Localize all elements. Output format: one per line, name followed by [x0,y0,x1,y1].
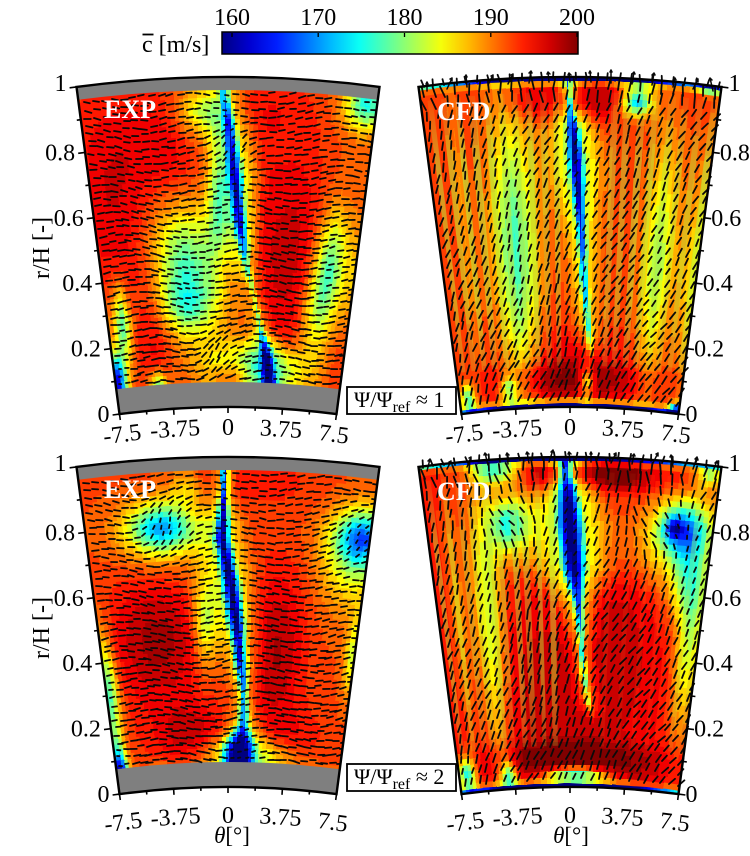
svg-text:CFD: CFD [437,97,490,126]
svg-text:0.6: 0.6 [54,586,84,612]
svg-text:CFD: CFD [437,477,490,506]
svg-text:r/H [-]: r/H [-] [29,217,55,279]
svg-text:160: 160 [214,5,250,31]
svg-text:0: 0 [222,415,234,441]
svg-text:180: 180 [387,5,423,31]
svg-text:-3.75: -3.75 [149,415,201,444]
svg-text:7.5: 7.5 [316,808,349,838]
svg-text:3.75: 3.75 [601,415,645,444]
svg-text:0.8: 0.8 [45,140,75,166]
svg-text:0.6: 0.6 [711,206,741,232]
svg-text:0: 0 [222,803,234,829]
svg-text:0: 0 [564,803,576,829]
svg-text:EXP: EXP [104,95,156,124]
svg-text:1: 1 [729,451,741,477]
svg-text:200: 200 [559,5,595,31]
svg-text:Ψ/Ψref ≈ 1: Ψ/Ψref ≈ 1 [354,387,444,416]
svg-text:190: 190 [473,5,509,31]
svg-text:EXP: EXP [104,475,156,504]
svg-text:0.2: 0.2 [71,337,101,363]
svg-text:θ[°]: θ[°] [553,823,589,848]
svg-text:1: 1 [55,71,67,97]
svg-text:0.4: 0.4 [703,271,733,297]
svg-text:0.4: 0.4 [62,271,92,297]
svg-text:-3.75: -3.75 [491,415,543,444]
svg-text:0.8: 0.8 [45,520,75,546]
svg-text:c [m/s]: c [m/s] [142,32,209,58]
svg-text:0: 0 [686,782,698,808]
svg-text:-7.5: -7.5 [445,808,486,839]
svg-text:0: 0 [686,402,698,428]
svg-text:7.5: 7.5 [317,420,350,450]
svg-text:-3.75: -3.75 [492,803,544,832]
svg-text:-7.5: -7.5 [103,808,144,839]
svg-text:3.75: 3.75 [259,803,303,832]
svg-text:0.2: 0.2 [694,337,724,363]
svg-text:3.75: 3.75 [601,803,645,832]
svg-text:0: 0 [98,782,110,808]
svg-text:0.8: 0.8 [720,140,750,166]
svg-text:0.6: 0.6 [711,586,741,612]
svg-text:1: 1 [55,451,67,477]
svg-text:-3.75: -3.75 [150,803,202,832]
svg-text:0: 0 [98,402,110,428]
svg-text:0: 0 [564,415,576,441]
svg-text:θ[°]: θ[°] [214,823,250,848]
svg-text:0.4: 0.4 [703,651,733,677]
svg-text:7.5: 7.5 [659,420,692,450]
svg-text:-7.5: -7.5 [102,420,143,451]
svg-text:0.2: 0.2 [71,717,101,743]
svg-text:0.8: 0.8 [720,520,750,546]
svg-text:3.75: 3.75 [259,415,303,444]
svg-text:r/H [-]: r/H [-] [29,597,55,659]
svg-text:0.6: 0.6 [54,206,84,232]
svg-text:0.4: 0.4 [62,651,92,677]
svg-text:-7.5: -7.5 [444,420,485,451]
svg-text:170: 170 [300,5,336,31]
svg-text:0.2: 0.2 [694,717,724,743]
svg-text:7.5: 7.5 [658,808,691,838]
svg-text:1: 1 [729,71,741,97]
